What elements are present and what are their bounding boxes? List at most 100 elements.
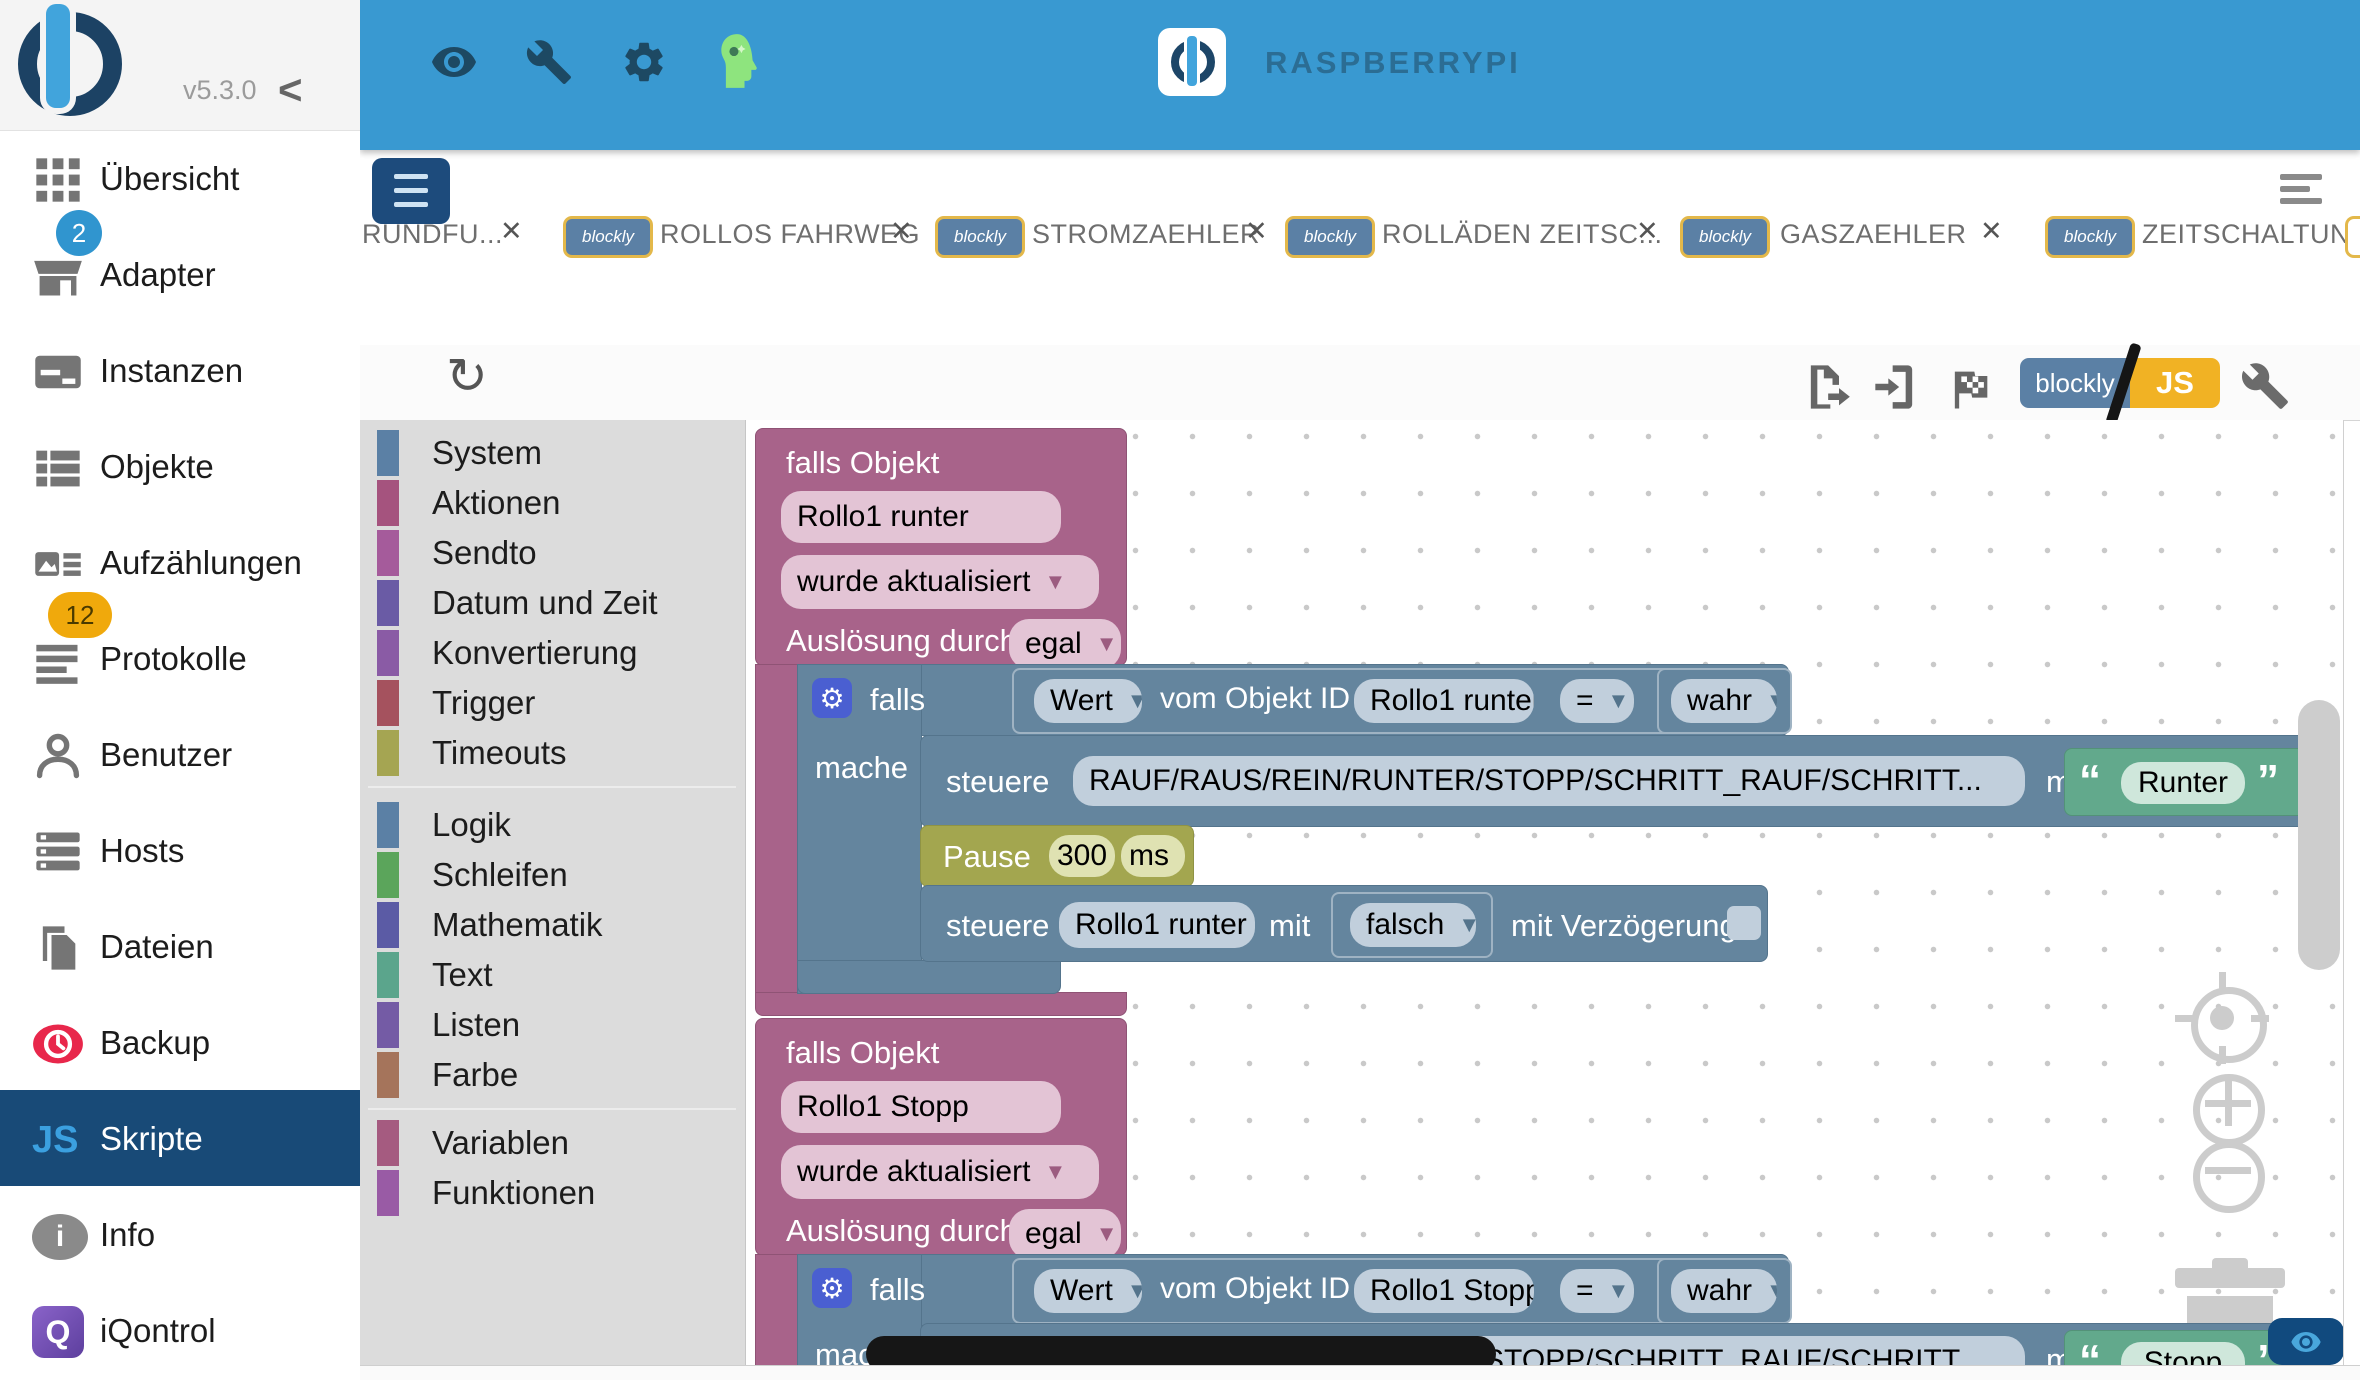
boolean-dropdown[interactable]: falsch▼: [1350, 903, 1476, 947]
toolbox-category-system[interactable]: System: [432, 434, 543, 471]
zoom-out-icon[interactable]: [2193, 1141, 2265, 1213]
object-id-field[interactable]: Rollo1 runter: [1059, 902, 1255, 948]
event-dropdown[interactable]: wurde aktualisiert ▼: [781, 1145, 1099, 1199]
wrench-icon[interactable]: [525, 38, 573, 86]
boolean-block[interactable]: wahr▼: [1657, 1258, 1792, 1324]
control-block[interactable]: steuere Rollo1 runter mit falsch▼ mit Ve…: [920, 885, 1768, 962]
tab-rollaeden-zeitsc[interactable]: ROLLÄDEN ZEITSC...: [1382, 219, 1663, 249]
tab-gaszaehler[interactable]: GASZAEHLER: [1780, 219, 1967, 249]
toolbox-category-text[interactable]: Text: [432, 956, 493, 993]
close-icon[interactable]: ✕: [1980, 216, 2003, 246]
text-field[interactable]: Runter: [2121, 762, 2245, 804]
refresh-icon[interactable]: ↻: [446, 347, 488, 405]
boolean-dropdown[interactable]: wahr▼: [1671, 1269, 1777, 1313]
pause-block[interactable]: Pause 300 ms▼: [920, 825, 1194, 887]
vertical-scrollbar[interactable]: [2298, 700, 2340, 970]
toolbox-category-funktionen[interactable]: Funktionen: [432, 1174, 596, 1211]
sidebar-item-dateien[interactable]: Dateien: [0, 898, 360, 994]
open-quote-icon: “: [2079, 756, 2101, 805]
mutator-gear-icon[interactable]: ⚙: [812, 1268, 852, 1308]
trigger-mode-dropdown[interactable]: egal ▼: [1009, 619, 1121, 669]
scripts-menu-button[interactable]: [372, 158, 450, 224]
toolbox-category-schleifen[interactable]: Schleifen: [432, 856, 568, 893]
import-blocks-icon[interactable]: [1871, 361, 1923, 413]
zoom-reset-icon[interactable]: [2191, 987, 2267, 1063]
toolbox-category-datum-und-zeit[interactable]: Datum und Zeit: [432, 584, 658, 621]
tab-rundfunk[interactable]: RUNDFU...: [362, 219, 503, 249]
tab-stromzaehler[interactable]: STROMZAEHLER: [1032, 219, 1261, 249]
tab-zeitschaltung[interactable]: ZEITSCHALTUNG W...: [2142, 219, 2360, 249]
toolbox-category-konvertierung[interactable]: Konvertierung: [432, 634, 638, 671]
pause-unit-dropdown[interactable]: ms▼: [1121, 835, 1185, 877]
condition-block[interactable]: Wert▼ vom Objekt ID Rollo1 Stopp =▼ wahr…: [1012, 1258, 1792, 1324]
toolbox-category-sendto[interactable]: Sendto: [432, 534, 537, 571]
operator-dropdown[interactable]: = ▼: [1560, 1269, 1634, 1313]
text-field[interactable]: Stopp: [2121, 1342, 2245, 1365]
toolbox-category-logik[interactable]: Logik: [432, 806, 511, 843]
habpanel-head-icon[interactable]: [716, 32, 764, 88]
tab-rollos-fahrweg[interactable]: ROLLOS FAHRWEG: [660, 219, 921, 249]
state-id-field[interactable]: RAUF/RAUS/REIN/RUNTER/STOPP/SCHRITT_RAUF…: [1073, 756, 2025, 806]
zoom-in-v: [2225, 1080, 2232, 1126]
blockly-badge-icon: blockly: [563, 216, 653, 258]
operator-dropdown[interactable]: = ▼: [1560, 679, 1634, 723]
trigger-block-rollo1-stopp[interactable]: falls Objekt Rollo1 Stopp wurde aktualis…: [755, 1018, 1127, 1259]
sidebar-item-adapter[interactable]: Adapter 2: [0, 210, 360, 322]
check-blocks-flag-icon[interactable]: [1944, 361, 1996, 413]
object-id-field[interactable]: Rollo1 runter: [1354, 679, 1534, 723]
object-id-field[interactable]: Rollo1 runter: [781, 491, 1061, 543]
boolean-block[interactable]: falsch▼: [1331, 892, 1493, 958]
show-result-eye-button[interactable]: [2268, 1318, 2343, 1365]
trash-icon[interactable]: [2212, 1258, 2248, 1270]
value-type-dropdown[interactable]: Wert▼: [1034, 679, 1142, 723]
control-state-block[interactable]: steuere RAUF/RAUS/REIN/RUNTER/STOPP/SCHR…: [920, 735, 2314, 827]
value-type-dropdown[interactable]: Wert▼: [1034, 1269, 1142, 1313]
toolbox-category-farbe[interactable]: Farbe: [432, 1056, 519, 1093]
toolbox-category-mathematik[interactable]: Mathematik: [432, 906, 603, 943]
wrench-icon[interactable]: [2240, 361, 2292, 413]
close-icon[interactable]: ✕: [1245, 216, 1268, 246]
sidebar-item-backup[interactable]: Backup: [0, 994, 360, 1090]
sidebar-item-protokolle[interactable]: Protokolle 12: [0, 592, 360, 706]
blockly-workspace[interactable]: System Aktionen Sendto Datum und Zeit Ko…: [360, 420, 2344, 1365]
close-icon[interactable]: ✕: [500, 216, 523, 246]
close-icon[interactable]: ✕: [1636, 216, 1659, 246]
delay-checkbox[interactable]: [1727, 906, 1761, 940]
sidebar-item-skripte[interactable]: JS Skripte: [0, 1090, 360, 1186]
visibility-icon[interactable]: [430, 38, 478, 86]
pause-value-field[interactable]: 300: [1049, 835, 1115, 877]
sidebar-item-info[interactable]: i Info: [0, 1186, 360, 1282]
sidebar-item-hosts[interactable]: Hosts: [0, 802, 360, 898]
toolbox-category-aktionen[interactable]: Aktionen: [432, 484, 561, 521]
toolbox-category-trigger[interactable]: Trigger: [432, 684, 536, 721]
export-blocks-icon[interactable]: [1800, 361, 1852, 413]
sidebar-item-iqontrol[interactable]: Q iQontrol: [0, 1282, 360, 1378]
trigger-mode-dropdown[interactable]: egal ▼: [1009, 1209, 1121, 1259]
text-value-block[interactable]: “ Runter ”: [2064, 748, 2308, 816]
sidebar-item-aufzaehlungen[interactable]: Aufzählungen: [0, 514, 360, 610]
object-id-field[interactable]: Rollo1 Stopp: [781, 1081, 1061, 1133]
boolean-dropdown[interactable]: wahr▼: [1671, 679, 1777, 723]
mutator-gear-icon[interactable]: ⚙: [812, 678, 852, 718]
collapse-sidebar-icon[interactable]: <: [278, 66, 303, 113]
sort-icon[interactable]: [2280, 174, 2324, 206]
zoom-reset-tick: [2175, 1015, 2193, 1022]
toolbox-category-variablen[interactable]: Variablen: [432, 1124, 569, 1161]
boolean-block[interactable]: wahr▼: [1657, 668, 1792, 734]
toolbox-category-listen[interactable]: Listen: [432, 1006, 521, 1043]
sidebar-item-benutzer[interactable]: Benutzer: [0, 706, 360, 802]
close-icon[interactable]: ✕: [890, 216, 913, 246]
text-value-block[interactable]: “ Stopp ”: [2064, 1330, 2308, 1365]
condition-block[interactable]: Wert▼ vom Objekt ID Rollo1 runter =▼ wah…: [1012, 668, 1792, 734]
settings-gear-icon[interactable]: [620, 38, 668, 86]
trigger-block-rollo1-runter[interactable]: falls Objekt Rollo1 runter wurde aktuali…: [755, 428, 1127, 669]
toolbox-category-timeouts[interactable]: Timeouts: [432, 734, 567, 771]
object-id-field[interactable]: Rollo1 Stopp: [1354, 1269, 1534, 1313]
version-label: v5.3.0: [183, 75, 257, 105]
js-mode-toggle[interactable]: JS: [2130, 358, 2220, 408]
sidebar-item-instanzen[interactable]: Instanzen: [0, 322, 360, 418]
sidebar-item-uebersicht[interactable]: Übersicht: [0, 130, 360, 226]
horizontal-scrollbar[interactable]: [866, 1336, 1496, 1365]
event-dropdown[interactable]: wurde aktualisiert ▼: [781, 555, 1099, 609]
sidebar-item-objekte[interactable]: Objekte: [0, 418, 360, 514]
